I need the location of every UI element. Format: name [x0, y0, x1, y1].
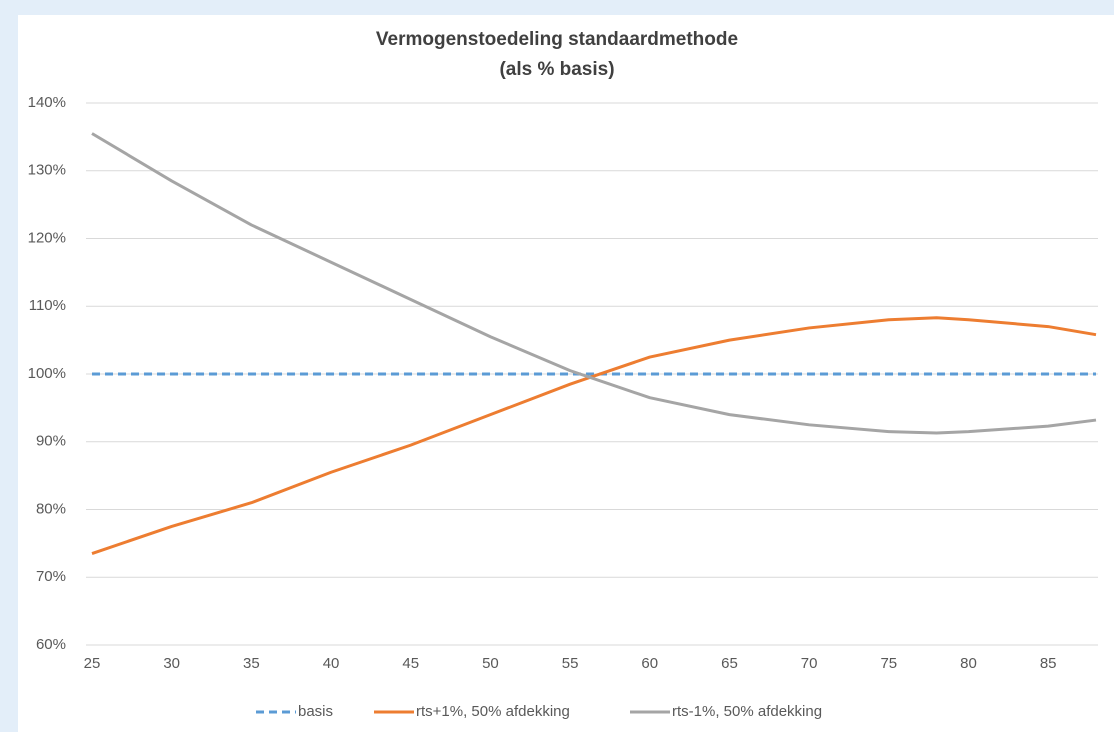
x-tick-label: 85 — [1040, 655, 1057, 672]
legend-label: rts+1%, 50% afdekking — [416, 703, 570, 720]
x-tick-label: 30 — [163, 655, 180, 672]
y-tick-label: 100% — [28, 365, 66, 382]
y-tick-label: 70% — [36, 568, 66, 585]
x-tick-label: 25 — [84, 655, 101, 672]
y-tick-label: 130% — [28, 162, 66, 179]
legend-label: basis — [298, 703, 333, 720]
x-tick-label: 40 — [323, 655, 340, 672]
y-tick-label: 110% — [29, 297, 66, 314]
x-tick-label: 80 — [960, 655, 977, 672]
x-tick-label: 50 — [482, 655, 499, 672]
chart-subtitle: (als % basis) — [499, 59, 614, 80]
y-tick-label: 60% — [36, 636, 66, 653]
y-tick-label: 80% — [36, 500, 66, 517]
series-line — [91, 132, 1097, 435]
x-tick-label: 55 — [562, 655, 579, 672]
chart-title: Vermogenstoedeling standaardmethode — [376, 29, 738, 50]
y-tick-label: 120% — [28, 229, 66, 246]
x-tick-label: 45 — [402, 655, 419, 672]
x-tick-label: 70 — [801, 655, 818, 672]
x-tick-label: 35 — [243, 655, 260, 672]
legend-label: rts-1%, 50% afdekking — [672, 703, 822, 720]
x-tick-label: 60 — [641, 655, 658, 672]
y-tick-label: 140% — [28, 94, 66, 111]
x-tick-label: 75 — [880, 655, 897, 672]
series-line — [91, 316, 1097, 555]
y-tick-label: 90% — [36, 433, 66, 450]
x-tick-label: 65 — [721, 655, 738, 672]
